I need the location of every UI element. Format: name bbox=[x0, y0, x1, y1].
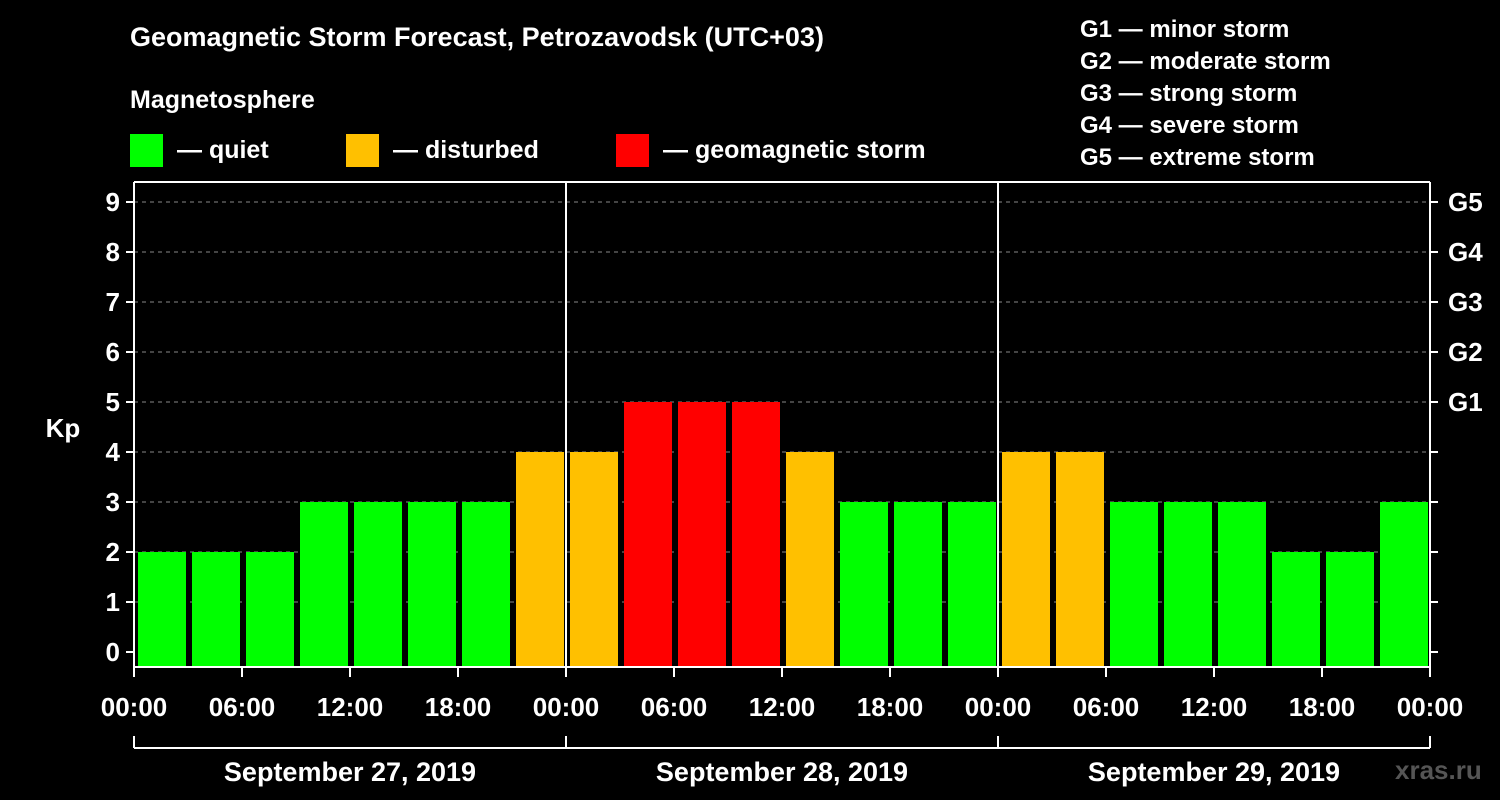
x-tick-label-8: 00:00 bbox=[965, 692, 1032, 722]
watermark: xras.ru bbox=[1395, 755, 1482, 785]
y-tick-label-2: 2 bbox=[106, 537, 120, 567]
g-legend-g3: G3 — strong storm bbox=[1080, 80, 1298, 107]
bar-16 bbox=[1002, 452, 1050, 667]
chart-title: Geomagnetic Storm Forecast, Petrozavodsk… bbox=[130, 22, 824, 52]
x-tick-label-12: 00:00 bbox=[1397, 692, 1464, 722]
y-tick-label-3: 3 bbox=[106, 487, 120, 517]
y-tick-label-6: 6 bbox=[106, 337, 120, 367]
bar-2 bbox=[246, 552, 294, 667]
bar-12 bbox=[786, 452, 834, 667]
legend-item-storm: — geomagnetic storm bbox=[616, 133, 926, 167]
x-tick-label-4: 00:00 bbox=[533, 692, 600, 722]
y-tick-label-9: 9 bbox=[106, 187, 120, 217]
bar-4 bbox=[354, 502, 402, 667]
bar-13 bbox=[840, 502, 888, 667]
y-tick-label-5: 5 bbox=[106, 387, 120, 417]
y-tick-label-0: 0 bbox=[106, 637, 120, 667]
right-tick-label-g4: G4 bbox=[1448, 237, 1483, 267]
y-tick-label-4: 4 bbox=[106, 437, 121, 467]
chart-subtitle: Magnetosphere bbox=[130, 86, 315, 114]
g-legend-g4: G4 — severe storm bbox=[1080, 112, 1299, 139]
bar-1 bbox=[192, 552, 240, 667]
y-tick-label-8: 8 bbox=[106, 237, 120, 267]
bar-7 bbox=[516, 452, 564, 667]
x-tick-label-5: 06:00 bbox=[641, 692, 708, 722]
x-tick-label-11: 18:00 bbox=[1289, 692, 1356, 722]
x-tick-label-9: 06:00 bbox=[1073, 692, 1140, 722]
bar-11 bbox=[732, 402, 780, 667]
g-scale-legend: G1 — minor storm G2 — moderate storm G3 … bbox=[1080, 14, 1331, 174]
bar-0 bbox=[138, 552, 186, 667]
bar-9 bbox=[624, 402, 672, 667]
g-legend-g2: G2 — moderate storm bbox=[1080, 48, 1331, 75]
x-tick-label-10: 12:00 bbox=[1181, 692, 1248, 722]
legend-label-storm: — geomagnetic storm bbox=[663, 135, 926, 164]
bar-19 bbox=[1164, 502, 1212, 667]
y-axis-label: Kp bbox=[46, 413, 81, 443]
x-tick-label-2: 12:00 bbox=[317, 692, 384, 722]
legend-item-disturbed: — disturbed bbox=[346, 133, 539, 167]
bar-18 bbox=[1110, 502, 1158, 667]
day-label-2: September 29, 2019 bbox=[1088, 757, 1340, 787]
bar-8 bbox=[570, 452, 618, 667]
day-label-1: September 28, 2019 bbox=[656, 757, 908, 787]
x-tick-label-6: 12:00 bbox=[749, 692, 816, 722]
x-tick-label-1: 06:00 bbox=[209, 692, 276, 722]
legend-label-disturbed: — disturbed bbox=[393, 135, 539, 164]
legend-swatch-disturbed bbox=[346, 133, 379, 167]
x-tick-label-0: 00:00 bbox=[101, 692, 168, 722]
day-label-0: September 27, 2019 bbox=[224, 757, 476, 787]
y-tick-label-7: 7 bbox=[106, 287, 120, 317]
bar-23 bbox=[1380, 502, 1428, 667]
right-tick-label-g1: G1 bbox=[1448, 387, 1483, 417]
legend-label-quiet: — quiet bbox=[177, 135, 269, 164]
bar-15 bbox=[948, 502, 996, 667]
legend-swatch-quiet bbox=[130, 133, 163, 167]
bar-3 bbox=[300, 502, 348, 667]
right-tick-label-g3: G3 bbox=[1448, 287, 1483, 317]
x-tick-label-7: 18:00 bbox=[857, 692, 924, 722]
bar-17 bbox=[1056, 452, 1104, 667]
bar-5 bbox=[408, 502, 456, 667]
bar-10 bbox=[678, 402, 726, 667]
legend-item-quiet: — quiet bbox=[130, 133, 269, 167]
bar-6 bbox=[462, 502, 510, 667]
y-tick-label-1: 1 bbox=[106, 587, 120, 617]
bar-20 bbox=[1218, 502, 1266, 667]
right-tick-label-g2: G2 bbox=[1448, 337, 1483, 367]
legend-swatch-storm bbox=[616, 133, 649, 167]
g-legend-g5: G5 — extreme storm bbox=[1080, 144, 1315, 171]
right-tick-label-g5: G5 bbox=[1448, 187, 1483, 217]
bar-21 bbox=[1272, 552, 1320, 667]
bar-22 bbox=[1326, 552, 1374, 667]
x-tick-label-3: 18:00 bbox=[425, 692, 492, 722]
g-legend-g1: G1 — minor storm bbox=[1080, 16, 1290, 43]
bar-14 bbox=[894, 502, 942, 667]
